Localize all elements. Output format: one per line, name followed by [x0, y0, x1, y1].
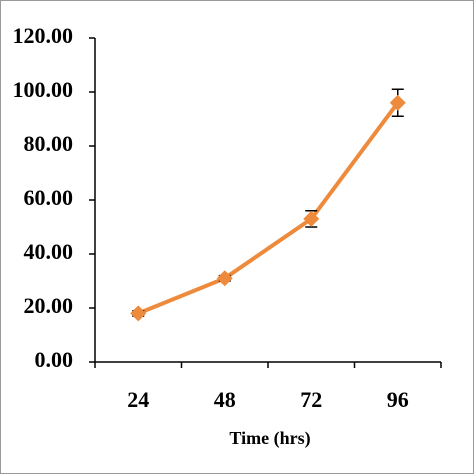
y-tick-label: 120.00	[13, 23, 74, 48]
x-tick-label: 24	[127, 387, 149, 412]
x-axis-title: Time (hrs)	[229, 428, 310, 449]
line	[137, 101, 400, 316]
y-tick-label: 20.00	[24, 293, 74, 318]
y-tick-label: 60.00	[24, 185, 74, 210]
x-tick-label: 96	[387, 387, 409, 412]
x-tick-label: 72	[300, 387, 322, 412]
marker	[216, 270, 233, 287]
x-tick-label: 48	[214, 387, 236, 412]
y-tick-label: 40.00	[24, 239, 74, 264]
marker	[130, 305, 147, 322]
y-tick-label: 0.00	[35, 347, 74, 372]
y-tick-label: 100.00	[13, 77, 74, 102]
marker	[303, 210, 320, 227]
y-tick-label: 80.00	[24, 131, 74, 156]
marker	[389, 94, 406, 111]
